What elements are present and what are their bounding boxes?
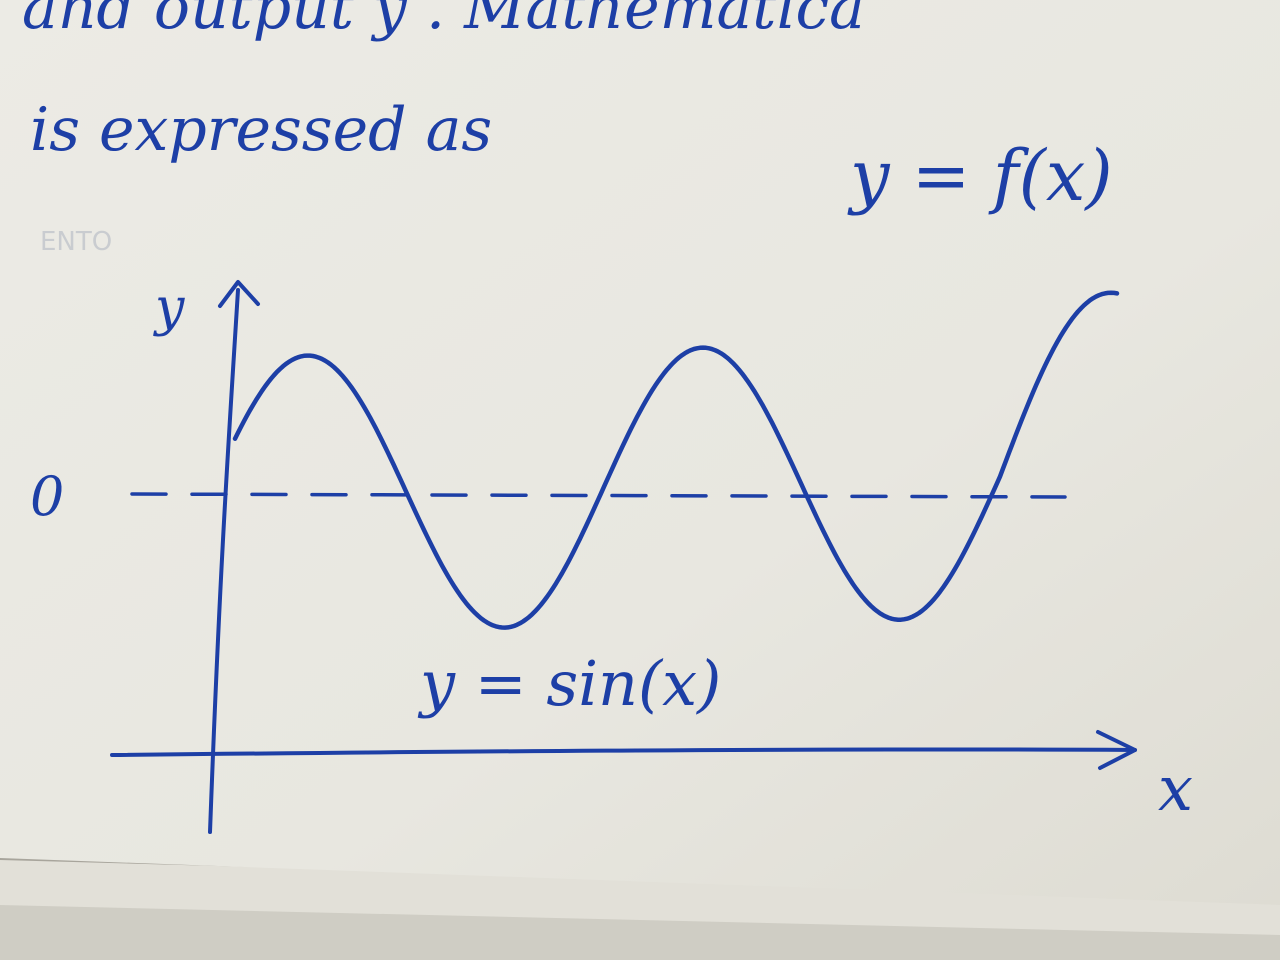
page-edge-shadow <box>0 905 1280 960</box>
handwritten-line-2: is expressed as <box>30 95 492 165</box>
x-axis-arrowhead <box>1096 730 1137 770</box>
y-axis-arrowhead <box>218 280 260 308</box>
x-axis <box>110 747 1137 757</box>
bleed-through-print: ENTO <box>40 227 112 257</box>
y-axis <box>208 288 240 834</box>
handwritten-formula: y = f(x) <box>847 135 1113 217</box>
y-axis-label: y <box>153 278 185 338</box>
zero-dashed-line <box>130 492 1067 499</box>
handwritten-line-1: and output y . Mathematica <box>22 0 865 43</box>
x-axis-label: x <box>1158 752 1193 825</box>
origin-label: 0 <box>30 465 64 528</box>
paper-sheet <box>0 0 1280 905</box>
curve-label: y = sin(x) <box>417 647 721 720</box>
sine-curve <box>232 290 1120 630</box>
